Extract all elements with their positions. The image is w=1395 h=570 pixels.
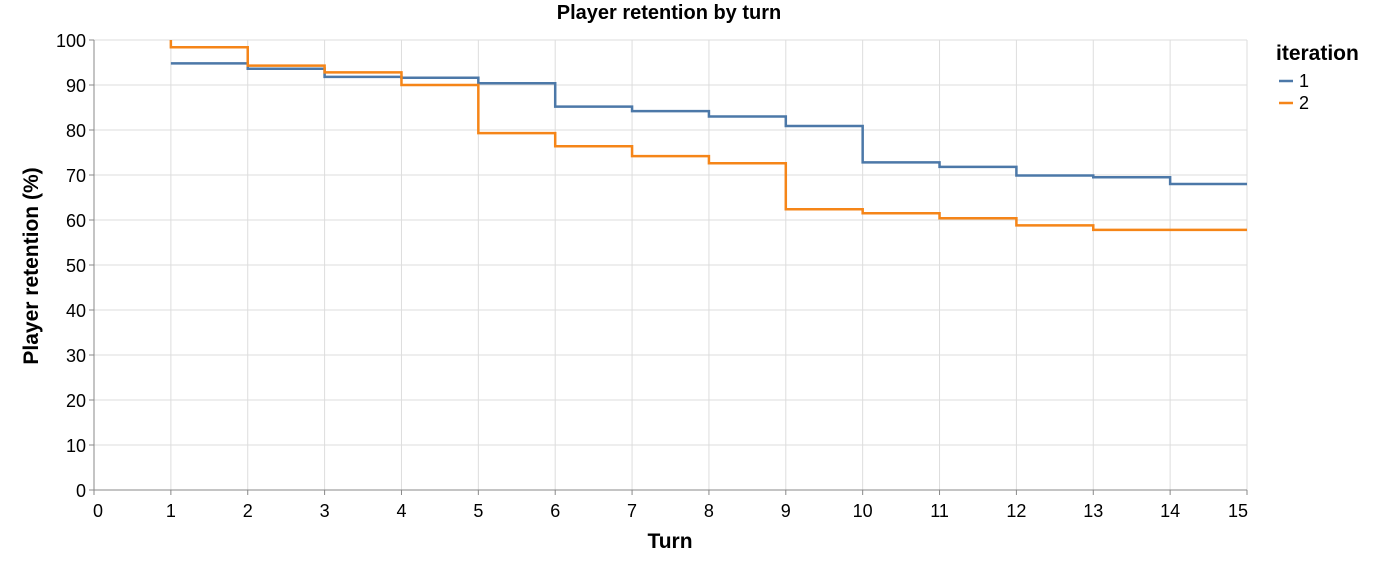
- grid-lines: [93, 39, 1248, 491]
- x-tick-label: 8: [704, 501, 714, 521]
- series-lines: [169, 40, 1247, 232]
- x-tick-label: 0: [93, 501, 103, 521]
- y-axis-title: Player retention (%): [20, 167, 43, 364]
- legend: iteration 12: [1276, 42, 1359, 113]
- x-tick-label: 2: [243, 501, 253, 521]
- x-tick-label: 15: [1228, 501, 1248, 521]
- chart-title: Player retention by turn: [557, 2, 782, 24]
- x-tick-label: 9: [781, 501, 791, 521]
- legend-title: iteration: [1276, 42, 1359, 65]
- y-tick-label: 90: [66, 76, 86, 96]
- y-tick-label: 60: [66, 211, 86, 231]
- x-tick-label: 1: [166, 501, 176, 521]
- x-tick-label: 14: [1160, 501, 1180, 521]
- y-tick-label: 40: [66, 301, 86, 321]
- x-tick-label: 6: [550, 501, 560, 521]
- y-tick-label: 20: [66, 391, 86, 411]
- x-tick-label: 4: [396, 501, 406, 521]
- x-tick-label: 13: [1083, 501, 1103, 521]
- legend-label-1: 1: [1299, 71, 1309, 91]
- x-axis-title: Turn: [647, 530, 692, 553]
- series-line-2: [169, 40, 1247, 232]
- axes: 0 1 2 3 4 5 6 7 8 9 10 11 12 13 14 15010203040506070809…: [56, 31, 1248, 521]
- x-tick-label: 5: [473, 501, 483, 521]
- y-tick-label: 70: [66, 166, 86, 186]
- x-tick-label: 3: [320, 501, 330, 521]
- y-tick-label: 10: [66, 436, 86, 456]
- legend-label-2: 2: [1299, 93, 1309, 113]
- y-tick-label: 80: [66, 121, 86, 141]
- legend-items: 12: [1279, 71, 1309, 113]
- x-tick-label: 10: [853, 501, 873, 521]
- y-tick-label: 100: [56, 31, 86, 51]
- x-tick-label: 7: [627, 501, 637, 521]
- x-tick-label: 12: [1006, 501, 1026, 521]
- y-tick-label: 0: [76, 481, 86, 501]
- y-tick-label: 30: [66, 346, 86, 366]
- x-tick-label: 11: [930, 501, 949, 521]
- y-tick-label: 50: [66, 256, 86, 276]
- series-line-1: [170, 62, 1247, 186]
